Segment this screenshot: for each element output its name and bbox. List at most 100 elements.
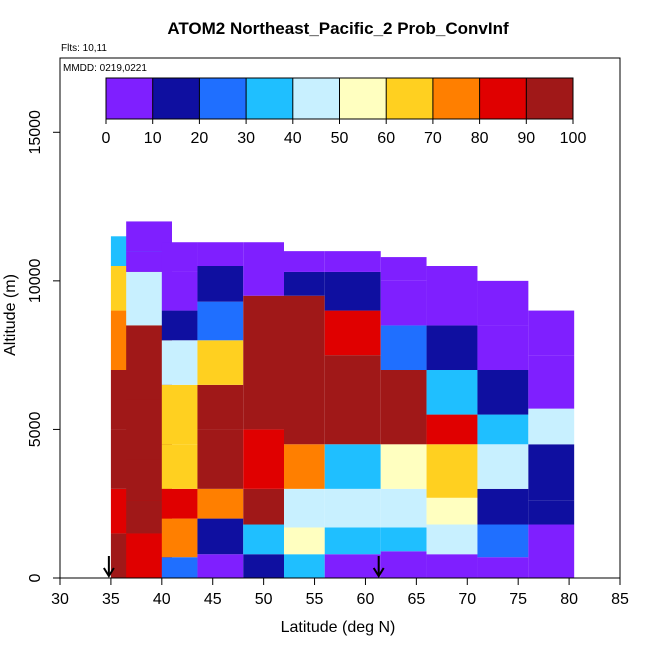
- colorbar-tick-label: 90: [517, 130, 535, 147]
- colorbar-segment: [292, 78, 340, 119]
- profile-cell: [161, 518, 198, 558]
- profile-cell: [380, 325, 427, 370]
- colorbar-segment: [432, 78, 481, 119]
- x-tick-label: 40: [153, 591, 171, 608]
- colorbar-tick-label: 40: [284, 130, 302, 147]
- profile-cell: [324, 355, 381, 445]
- profile-cell: [243, 242, 284, 266]
- profile-cell: [324, 271, 381, 311]
- profile-cell: [243, 488, 284, 525]
- profile-cell: [324, 527, 381, 555]
- y-axis: 0 5000 10000 15000: [27, 110, 60, 582]
- profile-cell: [477, 325, 529, 370]
- profile-cell: [284, 488, 325, 528]
- profile-cell: [197, 266, 244, 302]
- arrow-markers: [103, 556, 385, 578]
- profile-cell: [380, 527, 427, 552]
- colorbar-segment: [246, 78, 294, 119]
- arrow-marker: [372, 556, 385, 578]
- profile-cell: [243, 429, 284, 489]
- profile-cell: [161, 488, 198, 519]
- colorbar-tick-label: 30: [237, 130, 255, 147]
- x-axis-title: Latitude (deg N): [281, 619, 396, 636]
- profile-cell: [284, 295, 325, 445]
- y-tick-label: 15000: [27, 110, 44, 155]
- profile-cell: [161, 310, 198, 341]
- colorbar: 0 10 20 30 40 50 60 70 80 90 100: [102, 77, 587, 147]
- colorbar-segment: [526, 78, 574, 119]
- profile-cell: [197, 554, 244, 578]
- profile-cell: [243, 524, 284, 555]
- chart-title: ATOM2 Northeast_Pacific_2 Prob_ConvInf: [167, 19, 509, 38]
- profile-cells: [110, 221, 575, 578]
- profile-cell: [426, 370, 478, 415]
- y-tick-label: 5000: [27, 412, 44, 448]
- profile-cell: [380, 488, 427, 528]
- profile-cell: [197, 242, 244, 266]
- arrow-marker: [103, 556, 115, 578]
- profile-cell: [197, 429, 244, 489]
- profile-cell: [426, 414, 478, 445]
- flights-label: Flts: 10,11: [61, 43, 107, 54]
- x-tick-label: 65: [407, 591, 425, 608]
- colorbar-tick-label: 80: [471, 130, 489, 147]
- colorbar-segment: [386, 78, 434, 119]
- profile-cell: [284, 251, 325, 272]
- x-tick-label: 50: [255, 591, 273, 608]
- profile-cell: [380, 370, 427, 445]
- colorbar-segment: [199, 78, 247, 119]
- profile-cell: [197, 518, 244, 555]
- x-tick-label: 70: [458, 591, 476, 608]
- profile-cell: [528, 444, 575, 501]
- profile-cell: [426, 444, 478, 498]
- y-axis-title: Altitude (m): [2, 274, 19, 356]
- profile-cell: [477, 280, 529, 326]
- profile-cell: [197, 384, 244, 430]
- profile-cell: [284, 444, 325, 489]
- profile-cell: [380, 444, 427, 489]
- x-tick-label: 75: [509, 591, 527, 608]
- y-tick-label: 0: [27, 573, 44, 582]
- profile-cell: [324, 310, 381, 356]
- profile-cell: [528, 524, 575, 578]
- profile-cell: [324, 488, 381, 528]
- profile-cell: [477, 557, 529, 578]
- profile-cell: [380, 551, 427, 578]
- profile-cell: [426, 524, 478, 555]
- x-tick-label: 45: [204, 591, 222, 608]
- colorbar-tick-label: 20: [191, 130, 209, 147]
- profile-cell: [243, 554, 284, 578]
- profile-cell: [284, 271, 325, 296]
- profile-cell: [161, 242, 198, 272]
- y-tick-label: 10000: [27, 259, 44, 304]
- x-tick-label: 80: [560, 591, 578, 608]
- profile-cell: [477, 414, 529, 445]
- x-tick-label: 60: [357, 591, 375, 608]
- profile-cell: [197, 340, 244, 385]
- profile-cell: [380, 280, 427, 326]
- x-axis: 30 35 40 45 50 55 60 65 70 75 80 85: [51, 578, 629, 608]
- profile-cell: [477, 370, 529, 415]
- profile-cell: [528, 500, 575, 525]
- profile-cell: [477, 524, 529, 558]
- x-tick-label: 30: [51, 591, 69, 608]
- profile-cell: [243, 295, 284, 430]
- profile-cell: [161, 340, 198, 385]
- profile-cell: [324, 444, 381, 489]
- profile-cell: [380, 257, 427, 281]
- profile-cell: [426, 554, 478, 578]
- colorbar-tick-label: 70: [424, 130, 442, 147]
- x-tick-label: 85: [611, 591, 629, 608]
- profile-cell: [426, 325, 478, 370]
- x-tick-label: 35: [102, 591, 120, 608]
- profile-cell: [197, 301, 244, 341]
- colorbar-segment: [339, 78, 387, 119]
- profile-cell: [126, 251, 172, 272]
- profile-cell: [161, 384, 198, 445]
- colorbar-segment: [106, 78, 154, 119]
- colorbar-tick-label: 0: [102, 130, 111, 147]
- colorbar-tick-label: 100: [560, 130, 587, 147]
- profile-cell: [243, 266, 284, 296]
- colorbar-tick-label: 50: [331, 130, 349, 147]
